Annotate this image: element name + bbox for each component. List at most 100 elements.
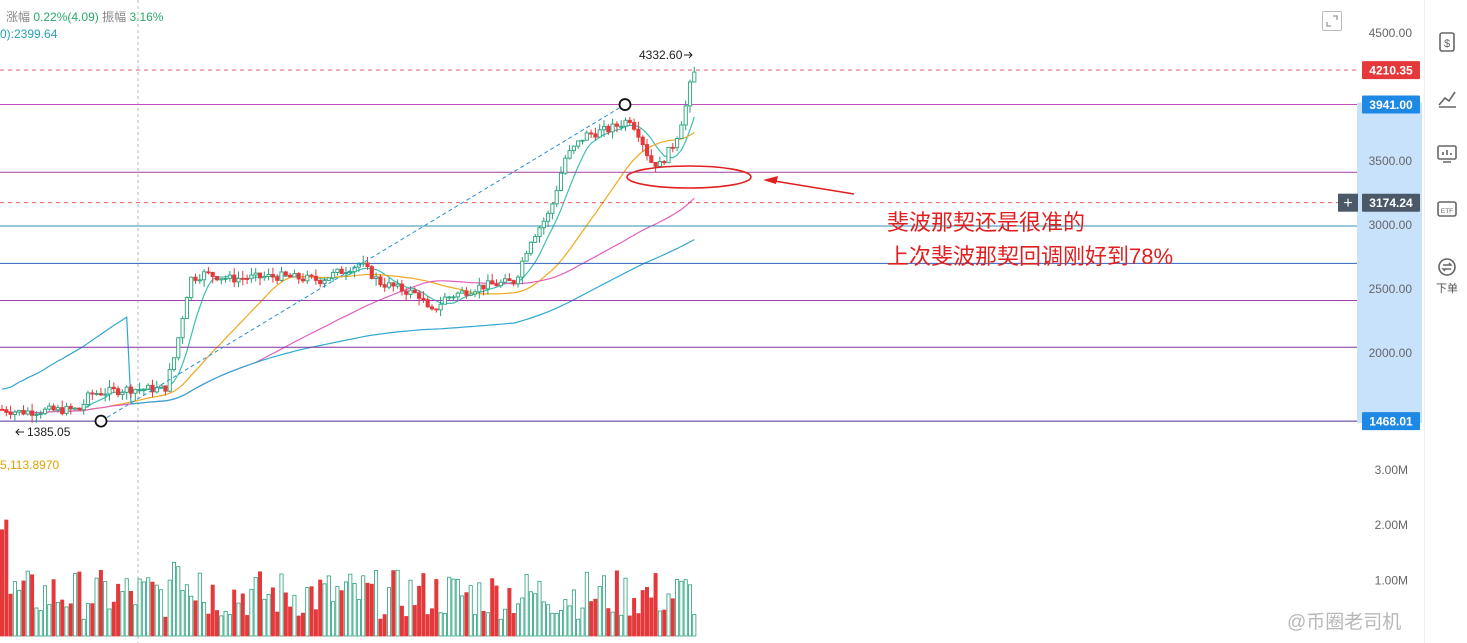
candle-body xyxy=(498,281,503,287)
volume-bar xyxy=(64,606,69,637)
volume-bar xyxy=(511,613,516,637)
candle-body xyxy=(292,273,297,278)
dollar-doc-icon: $ xyxy=(1439,32,1455,52)
candle-body xyxy=(447,296,452,299)
price-tag-label: 4210.35 xyxy=(1369,64,1413,78)
candle-body xyxy=(481,284,486,290)
volume-bar xyxy=(339,590,344,637)
price-tag xyxy=(1362,412,1420,431)
candle-body xyxy=(34,414,39,416)
svg-text:ETF: ETF xyxy=(1441,208,1453,215)
candle-body xyxy=(550,203,555,214)
candle-body xyxy=(683,105,688,126)
order-button[interactable] xyxy=(1434,254,1460,280)
candle-body xyxy=(589,132,594,135)
candle-body xyxy=(214,276,220,281)
volume-bar xyxy=(206,613,211,637)
candle-body xyxy=(180,317,185,339)
candle-body xyxy=(614,123,619,127)
candle-body xyxy=(210,271,215,277)
crosshair-add-button xyxy=(1338,193,1358,212)
volume-bar xyxy=(623,577,628,637)
volume-bar xyxy=(477,582,482,637)
candle-body xyxy=(348,271,353,274)
candle-body xyxy=(619,125,624,128)
candle-body xyxy=(111,386,116,390)
candle-body xyxy=(601,125,607,131)
candle-body xyxy=(343,272,349,275)
candle-body xyxy=(417,292,422,299)
candle-body xyxy=(176,337,181,359)
volume-bar xyxy=(245,615,250,637)
dollar-doc-button[interactable]: $ xyxy=(1434,29,1460,55)
trend-button[interactable] xyxy=(1434,85,1460,111)
volume-bar xyxy=(262,598,267,637)
volume-bar xyxy=(550,612,555,637)
candle-body xyxy=(288,274,293,278)
volume-bar xyxy=(563,599,568,637)
candle-body xyxy=(68,405,73,410)
volume-bar xyxy=(236,602,241,637)
candle-body xyxy=(541,220,546,229)
candle-body xyxy=(42,408,48,415)
volume-bar xyxy=(408,579,413,637)
volume-bar xyxy=(546,604,551,637)
annotation-arrow-head xyxy=(763,176,778,184)
volume-bar xyxy=(593,598,598,637)
volume-bar xyxy=(567,605,572,637)
watermark: @币圈老司机 xyxy=(1287,612,1402,633)
candle-body xyxy=(425,299,430,308)
volume-ma-readout: 5,113.8970 xyxy=(0,458,60,472)
volume-bar xyxy=(657,610,662,637)
volume-bar xyxy=(361,575,366,637)
volume-bar xyxy=(55,601,60,637)
volume-bar xyxy=(391,570,396,637)
candle-body xyxy=(464,290,469,296)
candle-body xyxy=(537,227,542,237)
volume-bar xyxy=(640,590,645,637)
annotation-line-1: 斐波那契还是很准的 xyxy=(887,210,1086,235)
candle-body xyxy=(163,385,168,392)
volume-bar xyxy=(485,612,490,637)
selected-range-band xyxy=(1357,102,1422,424)
candle-body xyxy=(494,283,499,287)
change-value: 0.22%(4.09) xyxy=(33,10,99,24)
volume-bar xyxy=(356,599,361,637)
candle-body xyxy=(128,386,134,394)
candle-body xyxy=(232,274,237,283)
candle-body xyxy=(322,279,327,285)
candle-body xyxy=(0,408,5,411)
volume-bar xyxy=(606,608,611,637)
volume-bar xyxy=(365,582,370,637)
annotation-arrow xyxy=(767,179,855,195)
candle-body xyxy=(670,146,675,149)
volume-bar xyxy=(331,601,336,637)
amplitude-label: 振幅 xyxy=(102,10,127,24)
volume-bar xyxy=(60,599,65,637)
candle-body xyxy=(455,292,460,298)
volume-bar xyxy=(133,604,138,637)
lowest-arrow-icon xyxy=(15,428,24,436)
etf-button[interactable]: ETF xyxy=(1434,196,1460,222)
candle-body xyxy=(408,289,413,295)
volume-bar xyxy=(111,601,116,637)
candle-body xyxy=(300,278,306,282)
monitor-button[interactable] xyxy=(1434,141,1460,167)
candle-body xyxy=(60,407,65,415)
volume-bar xyxy=(498,618,503,637)
fullscreen-button[interactable] xyxy=(1322,11,1342,31)
volume-bar xyxy=(30,574,35,637)
volume-bar xyxy=(318,579,323,637)
price-tick-label: 4500.00 xyxy=(1369,26,1413,40)
candle-body xyxy=(313,275,318,281)
volume-bar xyxy=(288,606,293,637)
candle-body xyxy=(378,276,383,286)
volume-bar xyxy=(614,570,619,637)
price-tag xyxy=(1362,193,1420,212)
volume-bar xyxy=(649,597,654,637)
candle-body xyxy=(610,123,615,133)
volume-bar xyxy=(683,579,688,637)
candle-body xyxy=(632,122,637,130)
volume-bar xyxy=(313,609,318,637)
candle-body xyxy=(17,409,22,413)
